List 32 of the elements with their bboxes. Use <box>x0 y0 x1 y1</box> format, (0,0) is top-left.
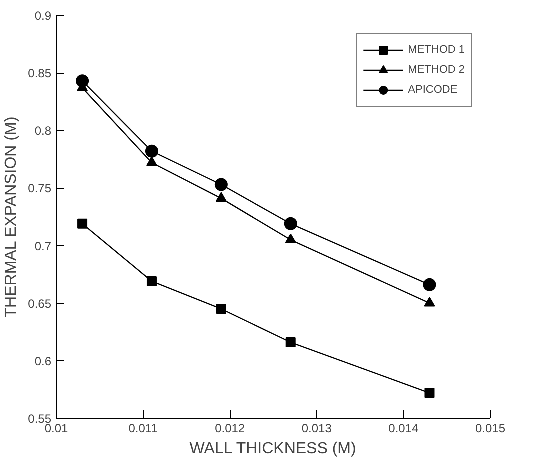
x-tick-label: 0.01 <box>44 422 69 436</box>
point <box>145 144 158 158</box>
y-tick-label: 0.9 <box>34 9 52 23</box>
y-tick-label: 0.85 <box>28 66 52 81</box>
x-tick-label: 0.015 <box>475 422 506 436</box>
legend-label: METHOD 1 <box>408 44 465 56</box>
legend-label: APICODE <box>408 84 458 96</box>
x-tick-label: 0.012 <box>215 422 246 436</box>
point <box>146 156 158 166</box>
point <box>423 278 436 292</box>
point <box>146 276 157 286</box>
point <box>285 234 296 244</box>
point <box>78 218 88 229</box>
y-tick-label: 0.65 <box>28 296 52 311</box>
y-tick-label: 0.8 <box>34 124 52 138</box>
y-tick-label: 0.7 <box>34 239 52 254</box>
x-tick-label: 0.011 <box>128 422 158 436</box>
point <box>216 192 227 202</box>
y-axis-title: THERMAL EXPANSION (M) <box>3 116 20 318</box>
x-tick-label: 0.014 <box>388 422 420 436</box>
point <box>216 304 226 314</box>
x-axis-title: WALL THICKNESS (M) <box>190 440 356 458</box>
legend-label: METHOD 2 <box>408 64 465 76</box>
y-tick-label: 0.75 <box>28 182 52 196</box>
x-tick-label: 0.013 <box>302 422 332 436</box>
point <box>284 217 298 230</box>
point <box>76 74 90 88</box>
point <box>424 388 435 398</box>
point <box>286 338 296 348</box>
point <box>214 178 228 192</box>
y-tick-label: 0.6 <box>34 354 52 368</box>
point <box>424 297 436 307</box>
